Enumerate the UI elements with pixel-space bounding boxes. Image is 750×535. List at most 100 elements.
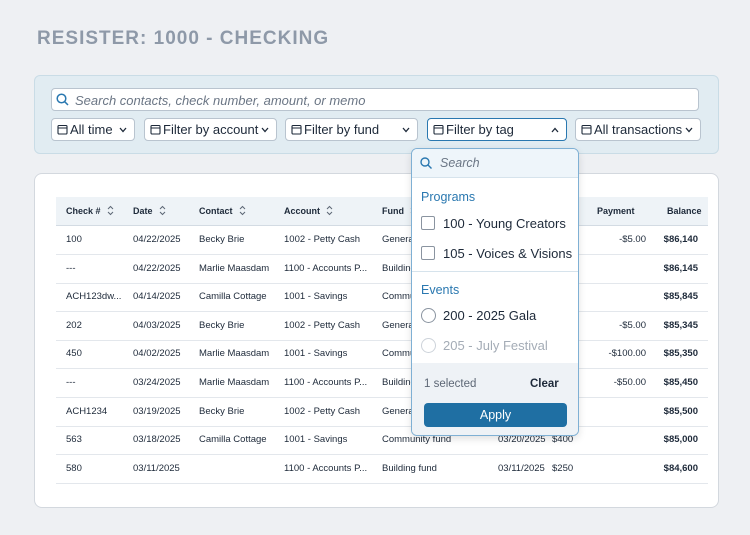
column-header[interactable]: Account bbox=[284, 205, 333, 216]
tag-dropdown: Search Programs 100 - Young Creators 105… bbox=[411, 148, 579, 436]
table-cell: 03/11/2025 bbox=[133, 462, 180, 474]
column-header[interactable]: Fund bbox=[382, 205, 417, 216]
table-cell: Marlie Maasdam bbox=[199, 377, 270, 388]
row-divider bbox=[56, 454, 708, 456]
option[interactable]: 100 - Young Creators bbox=[443, 216, 566, 231]
page-title: RESISTER: 1000 - CHECKING bbox=[37, 28, 330, 49]
table-cell: $85,000 bbox=[663, 434, 698, 446]
filter-button[interactable]: Filter by account bbox=[144, 118, 277, 141]
filter-button-label: Filter by fund bbox=[304, 122, 380, 137]
row-divider bbox=[56, 368, 708, 370]
row-divider bbox=[56, 425, 708, 427]
row-divider bbox=[56, 282, 708, 284]
table-cell: Building fund bbox=[382, 462, 437, 474]
filter-button[interactable]: All transactions bbox=[575, 118, 701, 141]
radio bbox=[421, 338, 436, 353]
search-icon bbox=[420, 157, 432, 169]
filter-button-label: Filter by tag bbox=[446, 122, 514, 137]
table-cell: 04/22/2025 bbox=[133, 234, 181, 245]
dropdown-search[interactable] bbox=[412, 149, 578, 178]
filter-button-label: All time bbox=[70, 122, 113, 137]
table-cell: 04/22/2025 bbox=[133, 262, 181, 274]
filter-panel bbox=[34, 75, 719, 154]
table-cell: 580 bbox=[66, 462, 82, 474]
column-header[interactable]: Check # bbox=[66, 205, 113, 216]
table-cell: $85,345 bbox=[663, 319, 698, 331]
table-cell: $400 bbox=[552, 434, 574, 446]
filter-button[interactable]: Filter by fund bbox=[285, 118, 418, 141]
table-cell: 1100 - Accounts P... bbox=[284, 262, 368, 274]
row-divider bbox=[56, 311, 708, 313]
table-cell: 202 bbox=[66, 319, 82, 331]
table-cell: Becky Brie bbox=[199, 234, 245, 245]
divider bbox=[412, 271, 578, 272]
option[interactable]: 200 - 2025 Gala bbox=[443, 308, 537, 323]
table-cell: $86,140 bbox=[663, 234, 698, 245]
table-cell: Becky Brie bbox=[199, 319, 245, 331]
clear-button[interactable]: Clear bbox=[530, 378, 559, 390]
table-cell: --- bbox=[66, 262, 76, 274]
apply-button[interactable]: Apply bbox=[424, 403, 567, 427]
row-divider bbox=[56, 397, 708, 398]
table-cell: Building fund bbox=[382, 377, 437, 388]
table-cell: Becky Brie bbox=[199, 405, 245, 417]
table-cell: 1001 - Savings bbox=[284, 291, 348, 303]
table-cell: ACH123dw... bbox=[66, 291, 122, 303]
filter-button-label: Filter by account bbox=[163, 122, 259, 137]
table-cell: $85,450 bbox=[663, 377, 698, 388]
table-cell: Marlie Maasdam bbox=[199, 262, 270, 274]
table-cell: 1100 - Accounts P... bbox=[284, 462, 368, 474]
column-header[interactable]: Date bbox=[133, 205, 165, 216]
table-cell: 04/03/2025 bbox=[133, 319, 181, 331]
table-cell: ACH1234 bbox=[66, 405, 108, 417]
column-header[interactable]: Balance bbox=[667, 206, 702, 216]
table-cell: $85,845 bbox=[663, 291, 698, 303]
table-cell: Camilla Cottage bbox=[199, 434, 267, 446]
row-divider bbox=[56, 482, 708, 484]
row-divider bbox=[56, 254, 708, 255]
column-header[interactable]: Contact bbox=[199, 205, 245, 216]
table-cell: 1002 - Petty Cash bbox=[284, 319, 361, 331]
table-cell: Building fund bbox=[382, 262, 437, 274]
group-title: Programs bbox=[421, 190, 476, 204]
filter-button-label: All transactions bbox=[594, 122, 683, 137]
group-title: Events bbox=[421, 283, 460, 297]
table-cell: Camilla Cottage bbox=[199, 291, 267, 303]
table-cell: 1002 - Petty Cash bbox=[284, 405, 361, 417]
table-cell: 03/19/2025 bbox=[133, 405, 181, 417]
option-disabled: 205 - July Festival bbox=[443, 338, 548, 353]
search-input[interactable]: Search contacts, check number, amount, o… bbox=[51, 88, 699, 111]
checkbox[interactable] bbox=[421, 246, 435, 260]
option[interactable]: 105 - Voices & Visions bbox=[443, 246, 573, 261]
table-cell: -$5.00 bbox=[619, 234, 646, 245]
table-cell: --- bbox=[66, 377, 76, 388]
table-cell: 1002 - Petty Cash bbox=[284, 234, 361, 245]
radio[interactable] bbox=[421, 308, 436, 323]
table-header bbox=[56, 197, 708, 226]
table-cell: 03/20/2025 bbox=[498, 434, 546, 446]
table-cell: 450 bbox=[66, 348, 82, 360]
table-cell: General fund bbox=[382, 319, 437, 331]
column-header[interactable]: Payment bbox=[597, 206, 635, 216]
table-cell: $85,500 bbox=[663, 405, 698, 417]
table-cell: -$100.00 bbox=[608, 348, 646, 360]
table-cell: 563 bbox=[66, 434, 82, 446]
table-cell: 04/14/2025 bbox=[133, 291, 181, 303]
table-cell: 04/02/2025 bbox=[133, 348, 181, 360]
table-cell: Community fund bbox=[382, 434, 452, 446]
selected-count: 1 selected bbox=[424, 378, 477, 390]
table-cell: 03/24/2025 bbox=[133, 377, 181, 388]
table-cell: -$50.00 bbox=[613, 377, 646, 388]
table-cell: $250 bbox=[552, 462, 574, 474]
table-cell: General fund bbox=[382, 405, 437, 417]
filter-button[interactable]: All time bbox=[51, 118, 135, 141]
table-cell: $85,350 bbox=[663, 348, 698, 360]
table-cell: 100 bbox=[66, 234, 82, 245]
table-cell: 1001 - Savings bbox=[284, 348, 348, 360]
table-cell: 03/11/2025 bbox=[498, 462, 545, 474]
table-cell: 1001 - Savings bbox=[284, 434, 348, 446]
table-cell: -$5.00 bbox=[619, 319, 646, 331]
checkbox[interactable] bbox=[421, 216, 435, 230]
filter-button[interactable]: Filter by tag bbox=[427, 118, 567, 141]
